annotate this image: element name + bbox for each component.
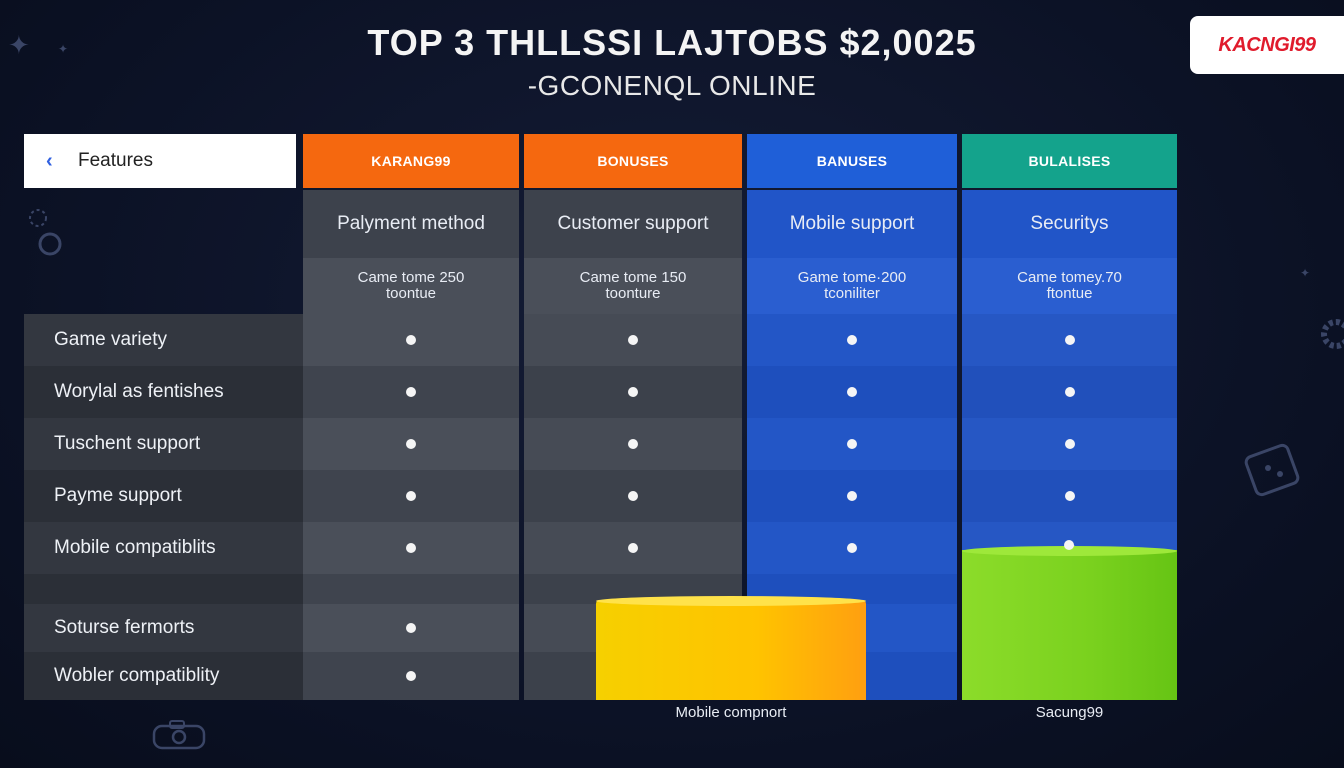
table-cell xyxy=(524,470,742,522)
table-row-label: Game variety xyxy=(24,314,303,366)
column-header[interactable]: KARANG99 xyxy=(303,134,519,188)
check-dot-icon xyxy=(628,335,638,345)
column-note-line: toontue xyxy=(385,285,437,302)
ring-icon xyxy=(29,209,62,256)
gear-icon xyxy=(1321,319,1344,349)
check-dot-icon xyxy=(628,387,638,397)
row-label-text: Wobler compatiblity xyxy=(54,665,220,686)
table-cell xyxy=(747,366,957,418)
column-note-line: tconiliter xyxy=(824,285,880,302)
check-dot-icon xyxy=(1064,491,1075,501)
table-cell xyxy=(524,314,742,366)
table-cell xyxy=(303,366,519,418)
check-dot-icon xyxy=(847,387,857,397)
table-row-label: Payme support xyxy=(24,470,303,522)
row-label-text: Worylal as fentishes xyxy=(54,381,224,402)
check-dot-icon xyxy=(406,387,416,397)
check-dot-icon xyxy=(847,543,857,553)
check-dot-icon xyxy=(406,671,416,681)
green-bar-caption: Sacung99 xyxy=(1035,704,1104,721)
sparkle-icon: ✦ xyxy=(8,30,30,60)
yellow-bar xyxy=(596,596,866,700)
table-cell xyxy=(962,470,1177,522)
check-dot-icon xyxy=(406,623,416,633)
row-label-text: Game variety xyxy=(54,329,167,350)
column-header[interactable]: BANUSES xyxy=(747,134,957,188)
page-subtitle: -GCONENQL ONLINE xyxy=(527,70,817,101)
check-dot-icon xyxy=(847,439,857,449)
column-subheader: Securitys xyxy=(962,190,1177,258)
table-cell xyxy=(962,314,1177,366)
table-cell xyxy=(303,652,519,700)
table-row-label: Tuschent support xyxy=(24,418,303,470)
table-row-label xyxy=(24,574,303,604)
table-cell xyxy=(303,574,519,604)
column-subheader: Customer support xyxy=(524,190,742,258)
table-cell xyxy=(303,418,519,470)
column-note-line: toonture xyxy=(605,285,661,302)
row-label-text: Soturse fermorts xyxy=(54,617,195,638)
column-note-line: Came tome 150 xyxy=(579,269,687,286)
column-note-line: Came tomey.70 xyxy=(1017,269,1122,286)
table-cell xyxy=(524,418,742,470)
table-cell xyxy=(962,418,1177,470)
column-note-line: Game tome·200 xyxy=(797,269,907,286)
check-dot-icon xyxy=(406,439,416,449)
check-dot-icon xyxy=(847,491,857,501)
table-cell xyxy=(303,604,519,652)
table-cell xyxy=(524,522,742,574)
check-dot-icon xyxy=(628,543,638,553)
column-note-line: Came tome 250 xyxy=(357,269,465,286)
check-dot-icon xyxy=(628,439,638,449)
row-label-text: Payme support xyxy=(54,485,182,506)
column-note: Came tomey.70 ftontue xyxy=(962,258,1177,314)
check-dot-icon xyxy=(406,491,416,501)
check-dot-icon xyxy=(1064,335,1075,345)
table-cell xyxy=(524,366,742,418)
check-dot-icon xyxy=(847,335,857,345)
check-dot-icon xyxy=(406,543,416,553)
table-cell xyxy=(747,314,957,366)
column-subheader: Mobile support xyxy=(747,190,957,258)
yellow-bar-caption: Mobile compnort xyxy=(675,704,787,721)
features-header-label: Features xyxy=(78,150,153,171)
green-bar xyxy=(962,546,1177,700)
dice-icon xyxy=(1244,443,1300,497)
table-row-label: Soturse fermorts xyxy=(24,604,303,652)
column-note: Came tome 150 toonture xyxy=(524,258,742,314)
check-dot-icon xyxy=(406,335,416,345)
table-row-label: Mobile compatiblits xyxy=(24,522,303,574)
brand-logo[interactable]: KACNGI99 xyxy=(1190,16,1344,74)
features-header: ‹ Features xyxy=(24,134,296,188)
row-label-text: Mobile compatiblits xyxy=(54,537,216,558)
column-note: Came tome 250 toontue xyxy=(303,258,519,314)
column-header[interactable]: BONUSES xyxy=(524,134,742,188)
table-cell xyxy=(747,522,957,574)
brand-logo-text: KACNGI99 xyxy=(1218,33,1316,56)
check-dot-icon xyxy=(1064,439,1075,449)
row-label-text: Tuschent support xyxy=(54,433,201,454)
table-cell xyxy=(303,522,519,574)
table-row-label: Worylal as fentishes xyxy=(24,366,303,418)
sparkle-icon: ✦ xyxy=(1300,266,1311,280)
table-cell xyxy=(747,470,957,522)
check-dot-icon xyxy=(1064,387,1075,397)
column-subheader: Palyment method xyxy=(303,190,519,258)
table-cell xyxy=(747,418,957,470)
table-cell xyxy=(303,470,519,522)
column-note-line: ftontue xyxy=(1046,285,1093,302)
table-cell xyxy=(962,366,1177,418)
sparkle-icon: ✦ xyxy=(58,42,69,56)
page-title: TOP 3 THLLSSI LAJTOBS $2,0025 xyxy=(367,22,977,63)
column-note: Game tome·200 tconiliter xyxy=(747,258,957,314)
table-cell xyxy=(303,314,519,366)
chevron-left-icon[interactable]: ‹ xyxy=(46,149,53,172)
check-dot-icon xyxy=(1064,540,1074,550)
table-row-label: Wobler compatiblity xyxy=(24,652,303,700)
camera-icon xyxy=(152,720,206,750)
column-header[interactable]: BULALISES xyxy=(962,134,1177,188)
check-dot-icon xyxy=(628,491,638,501)
